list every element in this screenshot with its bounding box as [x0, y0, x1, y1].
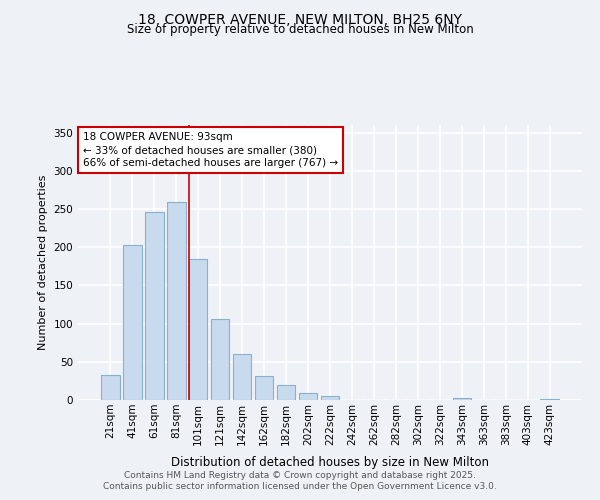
Bar — [299, 393, 317, 400]
Bar — [167, 202, 185, 400]
Bar — [255, 376, 274, 400]
Text: Contains HM Land Registry data © Crown copyright and database right 2025.: Contains HM Land Registry data © Crown c… — [124, 471, 476, 480]
Text: 18 COWPER AVENUE: 93sqm
← 33% of detached houses are smaller (380)
66% of semi-d: 18 COWPER AVENUE: 93sqm ← 33% of detache… — [83, 132, 338, 168]
Text: Size of property relative to detached houses in New Milton: Size of property relative to detached ho… — [127, 24, 473, 36]
Bar — [189, 260, 208, 400]
Bar — [211, 319, 229, 400]
Y-axis label: Number of detached properties: Number of detached properties — [38, 175, 48, 350]
Text: Contains public sector information licensed under the Open Government Licence v3: Contains public sector information licen… — [103, 482, 497, 491]
Text: 18, COWPER AVENUE, NEW MILTON, BH25 6NY: 18, COWPER AVENUE, NEW MILTON, BH25 6NY — [138, 12, 462, 26]
X-axis label: Distribution of detached houses by size in New Milton: Distribution of detached houses by size … — [171, 456, 489, 469]
Bar — [233, 354, 251, 400]
Bar — [541, 399, 559, 400]
Bar — [101, 375, 119, 400]
Bar — [145, 212, 164, 400]
Bar — [452, 398, 471, 400]
Bar — [320, 396, 340, 400]
Bar — [123, 245, 142, 400]
Bar — [277, 386, 295, 400]
